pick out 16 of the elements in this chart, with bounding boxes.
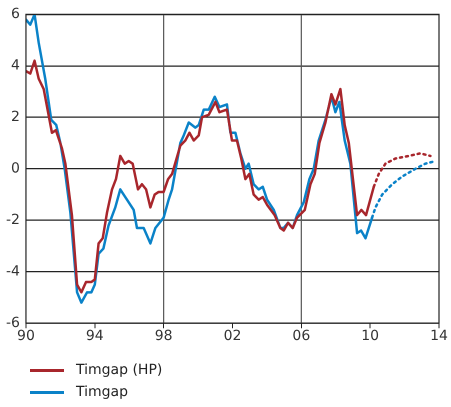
x-tick-label: 90 [17, 328, 35, 344]
x-tick-label: 10 [361, 328, 380, 344]
y-tick-label: 0 [11, 160, 20, 176]
y-tick-label: 2 [11, 108, 20, 125]
x-tick-label: 02 [224, 328, 242, 344]
y-tick-label: -4 [6, 263, 20, 280]
y-tick-label: -6 [6, 314, 20, 331]
x-tick-label: 94 [86, 328, 104, 344]
y-tick-label: 4 [11, 58, 20, 74]
legend-label: Timgap (HP) [76, 362, 162, 378]
y-tick-label: -2 [6, 212, 20, 228]
x-tick-label: 06 [292, 328, 310, 344]
x-tick-label: 98 [154, 328, 173, 344]
y-tick-label: 6 [11, 6, 20, 22]
legend-label: Timgap [76, 384, 128, 400]
x-tick-label: 14 [430, 328, 448, 344]
